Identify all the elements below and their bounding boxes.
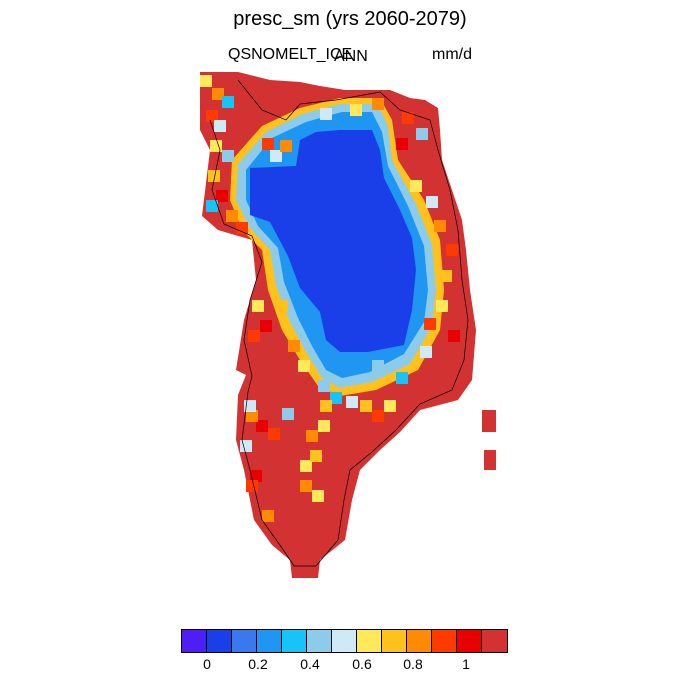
colorbar-box bbox=[382, 630, 407, 652]
grid-cell bbox=[402, 112, 414, 124]
colorbar-box bbox=[257, 630, 282, 652]
island-cell bbox=[484, 450, 496, 470]
colorbar-box bbox=[407, 630, 432, 652]
grid-cell bbox=[246, 480, 258, 492]
grid-cell bbox=[280, 140, 292, 152]
grid-cell bbox=[310, 450, 322, 462]
grid-cell bbox=[436, 300, 448, 312]
colorbar-box bbox=[432, 630, 457, 652]
grid-cell bbox=[262, 138, 274, 150]
grid-cell bbox=[372, 360, 384, 372]
grid-cell bbox=[206, 200, 218, 212]
island-cell bbox=[482, 410, 496, 432]
colorbar-box bbox=[332, 630, 357, 652]
grid-cell bbox=[252, 300, 264, 312]
grid-cell bbox=[420, 346, 432, 358]
grid-cell bbox=[214, 120, 226, 132]
grid-cell bbox=[300, 460, 312, 472]
colorbar-box bbox=[357, 630, 382, 652]
colorbar-box bbox=[207, 630, 232, 652]
grid-cell bbox=[440, 270, 452, 282]
grid-cell bbox=[320, 108, 332, 120]
grid-cell bbox=[446, 244, 458, 256]
grid-cell bbox=[206, 110, 218, 122]
grid-cell bbox=[248, 330, 260, 342]
grid-cell bbox=[360, 400, 372, 412]
grid-cell bbox=[260, 320, 272, 332]
units-label: mm/d bbox=[432, 46, 472, 63]
grid-cell bbox=[210, 140, 222, 152]
colorbar-tick-label: 0.8 bbox=[403, 656, 423, 672]
grid-cell bbox=[434, 220, 446, 232]
grid-cell bbox=[416, 128, 428, 140]
grid-cell bbox=[270, 150, 282, 162]
grid-cell bbox=[396, 138, 408, 150]
grid-cell bbox=[208, 170, 220, 182]
season-label: ANN bbox=[334, 48, 368, 65]
grid-cell bbox=[222, 96, 234, 108]
grid-cell bbox=[288, 340, 300, 352]
grid-cell bbox=[350, 104, 362, 116]
grid-cell bbox=[426, 196, 438, 208]
grid-cell bbox=[346, 396, 358, 408]
grid-cell bbox=[424, 318, 436, 330]
grid-cell bbox=[250, 470, 262, 482]
grid-cell bbox=[330, 392, 342, 404]
colorbar-tick-label: 0.2 bbox=[248, 656, 268, 672]
grid-cell bbox=[246, 410, 258, 422]
grid-cell bbox=[282, 408, 294, 420]
grid-cell bbox=[372, 410, 384, 422]
colorbar-box bbox=[182, 630, 207, 652]
colorbar-box bbox=[282, 630, 307, 652]
grid-cell bbox=[216, 190, 228, 202]
grid-cell bbox=[384, 400, 396, 412]
grid-cell bbox=[226, 210, 238, 222]
grid-cell bbox=[410, 180, 422, 192]
colorbar-tick-label: 0.6 bbox=[352, 656, 372, 672]
colorbar bbox=[181, 629, 508, 653]
colorbar-box bbox=[307, 630, 332, 652]
grid-cell bbox=[276, 300, 288, 312]
grid-cell bbox=[372, 98, 384, 110]
grid-cell bbox=[318, 420, 330, 432]
grid-cell bbox=[298, 360, 310, 372]
colorbar-tick-label: 1 bbox=[462, 656, 470, 672]
grid-cell bbox=[448, 330, 460, 342]
coastline bbox=[209, 79, 469, 567]
ice-sheet-core bbox=[250, 130, 416, 352]
grid-cell bbox=[300, 480, 312, 492]
colorbar-tick-label: 0.4 bbox=[300, 656, 320, 672]
grid-cell bbox=[312, 490, 324, 502]
grid-cell bbox=[200, 75, 212, 87]
variable-label: QSNOMELT_ICE bbox=[228, 46, 353, 63]
grid-cell bbox=[320, 400, 332, 412]
grid-cell bbox=[306, 430, 318, 442]
grid-cell bbox=[268, 428, 280, 440]
grid-cell bbox=[256, 420, 268, 432]
colorbar-tick-label: 0 bbox=[203, 656, 211, 672]
plot-title: presc_sm (yrs 2060-2079) bbox=[233, 8, 467, 30]
grid-cell bbox=[212, 88, 224, 100]
grid-cell bbox=[240, 440, 252, 452]
colorbar-box bbox=[457, 630, 482, 652]
colorbar-box bbox=[482, 630, 507, 652]
grid-cell bbox=[396, 372, 408, 384]
colorbar-box bbox=[232, 630, 257, 652]
grid-cell bbox=[236, 222, 248, 234]
grid-cell bbox=[244, 400, 256, 412]
grid-cell bbox=[222, 150, 234, 162]
grid-cell bbox=[318, 380, 330, 392]
grid-cell bbox=[262, 510, 274, 522]
